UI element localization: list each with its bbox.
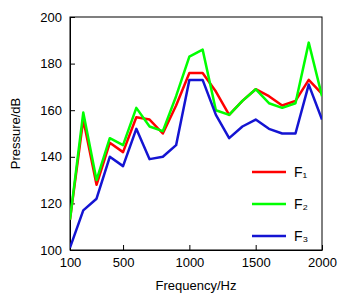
lines (70, 43, 322, 248)
legend-swatch (252, 171, 286, 174)
y-tick: 140 (40, 149, 75, 164)
legend-swatch (252, 235, 286, 238)
y-tick-label: 160 (40, 103, 62, 118)
series-line (70, 43, 322, 220)
x-tick: 1000 (175, 245, 204, 270)
y-tick: 180 (40, 56, 75, 71)
y-tick-mark (70, 250, 75, 251)
y-tick-mark (70, 157, 75, 158)
x-tick-mark (256, 245, 257, 250)
x-axis: 100 500 1000 1500 2000 (60, 245, 337, 270)
legend-label: F₂ (294, 196, 308, 212)
y-tick-mark (70, 17, 75, 18)
x-tick-mark (189, 245, 190, 250)
x-axis-title: Frequency/Hz (156, 278, 237, 293)
legend: F₁ F₂ F₃ (252, 164, 308, 244)
legend-label: F₁ (294, 164, 308, 180)
y-tick-label: 120 (40, 196, 62, 211)
x-tick-label: 100 (60, 255, 82, 270)
legend-item: F₃ (252, 228, 308, 244)
series-line (70, 80, 322, 248)
y-tick: 200 (40, 10, 75, 25)
y-tick: 120 (40, 196, 75, 211)
y-tick-label: 200 (40, 10, 62, 25)
y-tick: 160 (40, 103, 75, 118)
x-axis-line (71, 250, 323, 251)
legend-swatch (252, 203, 286, 206)
y-tick: 100 (40, 243, 75, 258)
x-tick-mark (123, 245, 124, 250)
x-tick-label: 2000 (308, 255, 337, 270)
y-tick-mark (70, 110, 75, 111)
legend-item: F₁ (252, 164, 308, 180)
y-tick-label: 140 (40, 149, 62, 164)
y-tick-label: 100 (40, 243, 62, 258)
chart: 100 500 1000 1500 2000 100 120 140 160 180 200 F₁ F₂… (0, 0, 345, 300)
x-tick-label: 1500 (242, 255, 271, 270)
x-tick-mark (322, 245, 323, 250)
legend-item: F₂ (252, 196, 308, 212)
x-tick-label: 500 (113, 255, 135, 270)
x-tick: 2000 (308, 245, 337, 270)
plot: 100 500 1000 1500 2000 100 120 140 160 180 200 F₁ F₂… (40, 10, 337, 271)
y-tick-label: 180 (40, 56, 62, 71)
legend-label: F₃ (294, 228, 308, 244)
x-tick: 1500 (242, 245, 271, 270)
x-tick: 500 (113, 245, 135, 270)
y-axis-title: Pressure/dB (8, 98, 23, 170)
y-tick-mark (70, 64, 75, 65)
y-axis: 100 120 140 160 180 200 (40, 10, 75, 258)
x-tick-label: 1000 (175, 255, 204, 270)
plot-frame (70, 17, 322, 250)
